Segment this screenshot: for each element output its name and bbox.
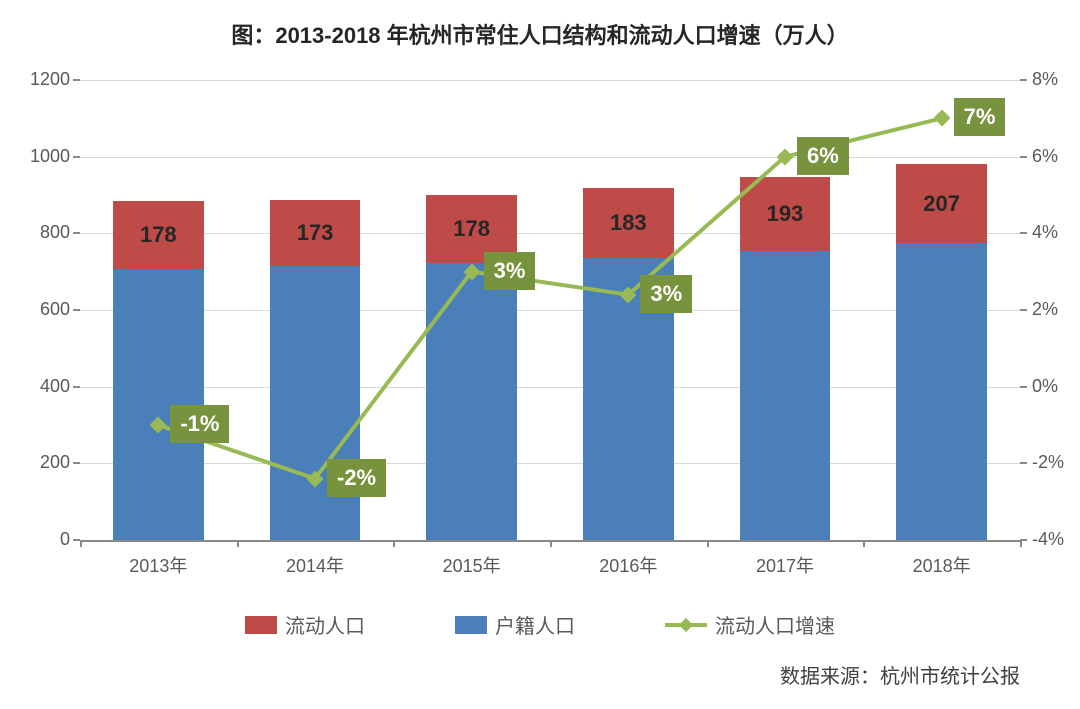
y-tick-left <box>73 156 80 158</box>
legend-swatch <box>245 616 277 634</box>
legend-line-icon <box>665 623 707 627</box>
legend-swatch <box>455 616 487 634</box>
y-right-label: 6% <box>1032 146 1058 167</box>
legend: 流动人口 户籍人口 流动人口增速 <box>0 610 1080 639</box>
y-tick-left <box>73 539 80 541</box>
line-value-label: -1% <box>170 405 229 443</box>
y-right-label: 4% <box>1032 222 1058 243</box>
legend-item: 流动人口增速 <box>665 610 835 639</box>
chart-container: 图：2013-2018 年杭州市常住人口结构和流动人口增速（万人） 020040… <box>0 0 1080 709</box>
x-tick <box>550 540 552 547</box>
y-left-label: 400 <box>15 376 70 397</box>
y-tick-left <box>73 462 80 464</box>
line-series <box>80 80 1020 540</box>
line-value-label: 6% <box>797 137 849 175</box>
line-value-label: 3% <box>640 275 692 313</box>
y-tick-left <box>73 309 80 311</box>
x-tick <box>237 540 239 547</box>
y-tick-right <box>1020 309 1027 311</box>
x-tick <box>863 540 865 547</box>
y-tick-right <box>1020 462 1027 464</box>
y-tick-left <box>73 79 80 81</box>
x-category-label: 2014年 <box>237 552 394 578</box>
x-category-label: 2017年 <box>707 552 864 578</box>
legend-item: 流动人口 <box>245 610 365 639</box>
legend-label: 流动人口增速 <box>715 610 835 639</box>
y-right-label: -2% <box>1032 452 1064 473</box>
y-right-label: -4% <box>1032 529 1064 550</box>
x-tick <box>393 540 395 547</box>
y-left-label: 1200 <box>15 69 70 90</box>
y-right-label: 2% <box>1032 299 1058 320</box>
y-tick-right <box>1020 156 1027 158</box>
y-tick-right <box>1020 232 1027 234</box>
y-tick-left <box>73 386 80 388</box>
x-tick <box>80 540 82 547</box>
line-value-label: 3% <box>484 252 536 290</box>
line-value-label: -2% <box>327 459 386 497</box>
y-tick-right <box>1020 386 1027 388</box>
y-left-label: 1000 <box>15 146 70 167</box>
y-left-label: 800 <box>15 222 70 243</box>
y-right-label: 0% <box>1032 376 1058 397</box>
x-tick <box>707 540 709 547</box>
y-left-label: 200 <box>15 452 70 473</box>
y-right-label: 8% <box>1032 69 1058 90</box>
plot-area: 020040060080010001200-4%-2%0%2%4%6%8%178… <box>80 80 1020 540</box>
x-category-label: 2013年 <box>80 552 237 578</box>
x-tick <box>1020 540 1022 547</box>
x-category-label: 2016年 <box>550 552 707 578</box>
legend-line-marker <box>679 617 693 631</box>
y-tick-right <box>1020 79 1027 81</box>
chart-title: 图：2013-2018 年杭州市常住人口结构和流动人口增速（万人） <box>0 18 1080 50</box>
y-tick-left <box>73 232 80 234</box>
line-value-label: 7% <box>954 98 1006 136</box>
x-category-label: 2015年 <box>393 552 550 578</box>
x-category-label: 2018年 <box>863 552 1020 578</box>
legend-item: 户籍人口 <box>455 610 575 639</box>
y-left-label: 600 <box>15 299 70 320</box>
y-left-label: 0 <box>15 529 70 550</box>
legend-label: 户籍人口 <box>495 610 575 639</box>
legend-label: 流动人口 <box>285 610 365 639</box>
data-source: 数据来源：杭州市统计公报 <box>780 660 1020 689</box>
